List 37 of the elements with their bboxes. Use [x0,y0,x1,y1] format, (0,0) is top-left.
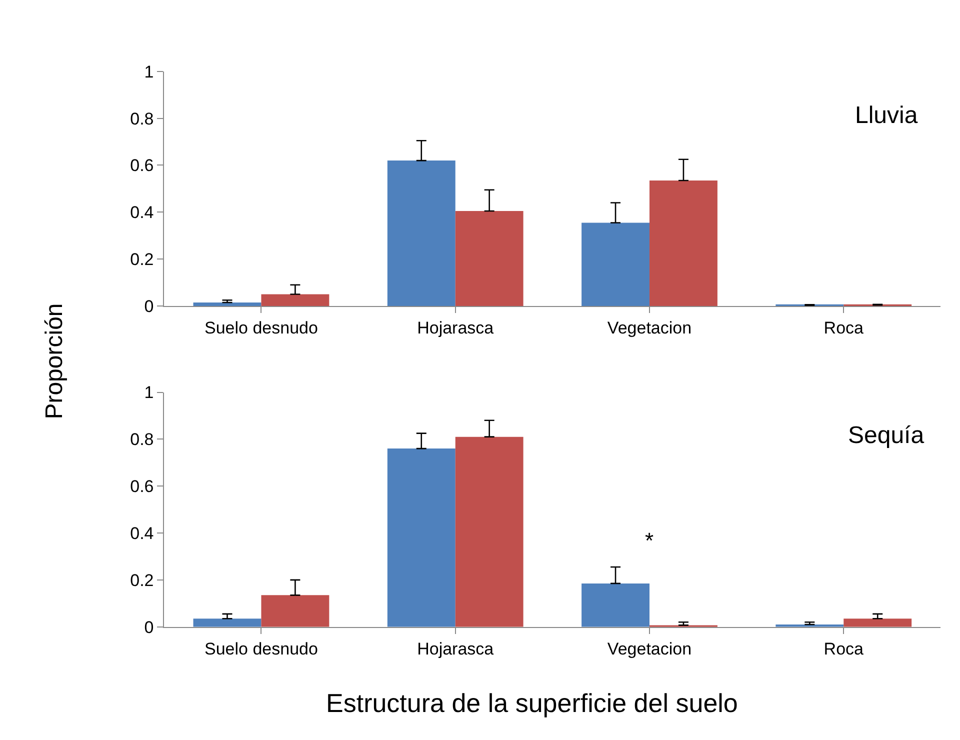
bar [455,210,524,306]
y-tick-label: 0.4 [130,203,154,222]
bar [455,436,524,627]
y-tick-label: 0.4 [130,524,154,543]
x-tick-label: Hojarasca [417,318,494,338]
x-axis-title: Estructura de la superficie del suelo [326,688,738,718]
x-tick-label: Suelo desnudo [204,318,318,338]
y-tick-label: 1 [144,383,154,402]
bar [582,583,650,627]
bar [261,595,330,627]
bar [582,222,650,306]
x-tick-label: Vegetacion [607,639,692,658]
annotation: * [645,528,654,553]
bar [193,618,262,627]
x-tick-label: Vegetacion [607,318,692,338]
bar [193,302,262,306]
y-tick-label: 0.8 [130,109,154,128]
y-tick-label: 0.2 [130,250,154,270]
annotation: Lluvia [855,102,918,129]
y-tick-label: 0.6 [130,156,154,176]
y-axis-title: Proporción [40,303,68,420]
bar [844,618,912,627]
annotation: Sequía [848,422,925,449]
bar [387,448,456,627]
bar [649,180,718,306]
y-tick-label: 0.6 [130,477,154,496]
bar [387,160,456,306]
x-tick-label: Roca [824,639,864,658]
y-tick-label: 1 [144,62,154,82]
x-tick-label: Suelo desnudo [204,639,318,658]
bar [261,294,330,306]
y-tick-label: 0.8 [130,430,154,450]
y-tick-label: 0 [144,296,154,316]
x-tick-label: Hojarasca [417,639,494,658]
y-tick-label: 0 [144,618,154,637]
x-tick-label: Roca [824,318,864,338]
y-tick-label: 0.2 [130,570,154,590]
